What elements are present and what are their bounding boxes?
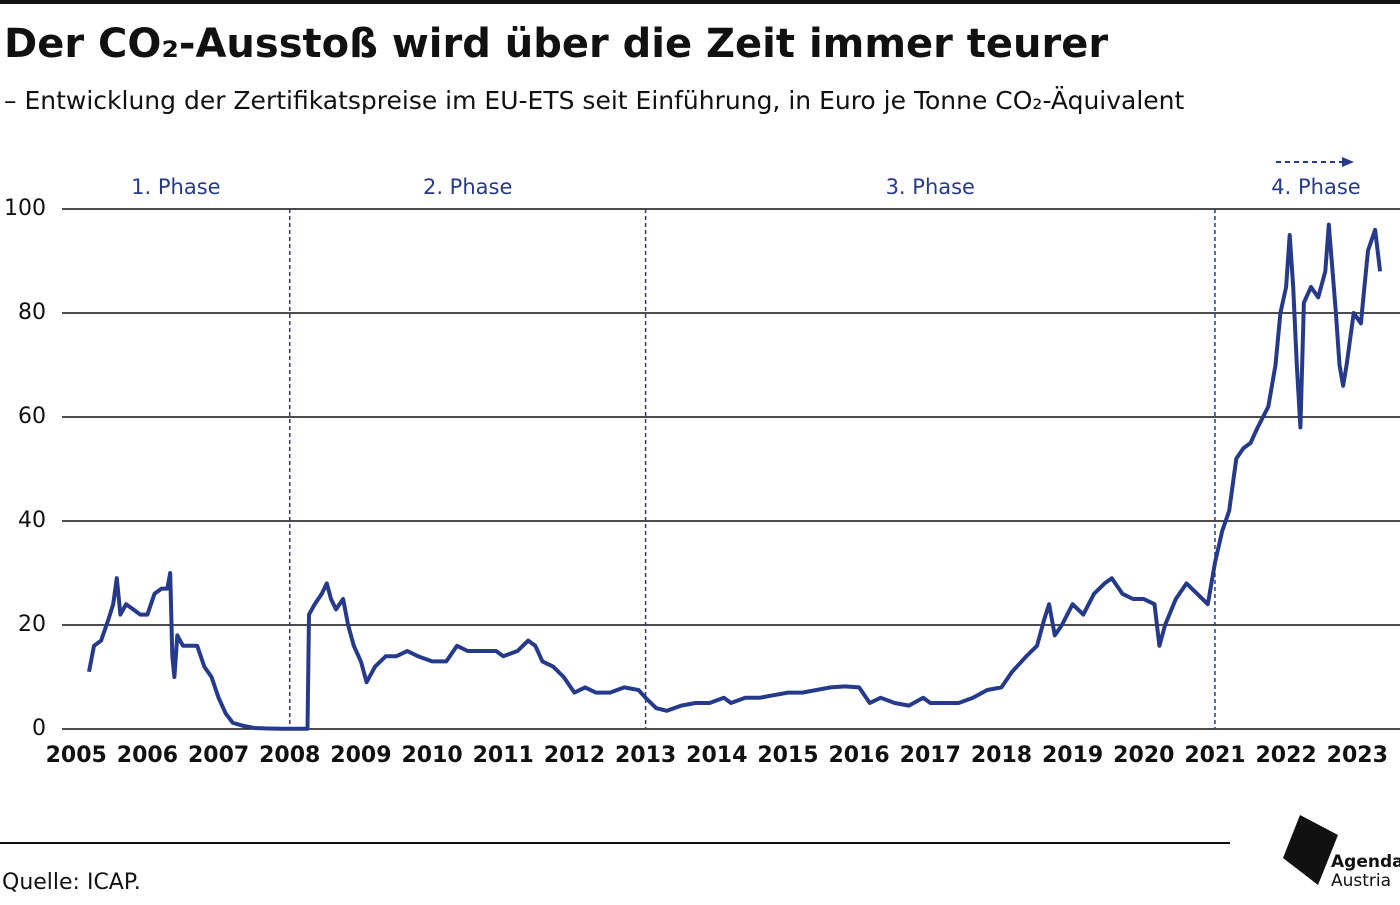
x-tick-label: 2019 bbox=[1042, 743, 1103, 768]
phase-label: 3. Phase bbox=[886, 175, 975, 199]
x-tick-label: 2021 bbox=[1184, 743, 1245, 768]
logo-text: Agenda bbox=[1331, 852, 1400, 872]
logo-text: Austria bbox=[1331, 871, 1391, 891]
chart-title: Der CO₂-Ausstoß wird über die Zeit immer… bbox=[4, 21, 1108, 67]
phase-label: 1. Phase bbox=[131, 175, 220, 199]
x-tick-label: 2007 bbox=[188, 743, 249, 768]
top-rule bbox=[0, 0, 1400, 4]
y-tick-label: 0 bbox=[32, 716, 46, 741]
source: Quelle: ICAP. bbox=[2, 870, 141, 895]
x-tick-label: 2010 bbox=[401, 743, 462, 768]
y-tick-label: 100 bbox=[4, 196, 46, 221]
x-tick-label: 2014 bbox=[686, 743, 747, 768]
x-tick-label: 2023 bbox=[1327, 743, 1388, 768]
y-tick-label: 60 bbox=[18, 404, 46, 429]
y-tick-label: 80 bbox=[18, 300, 46, 325]
x-tick-label: 2009 bbox=[330, 743, 391, 768]
phase-label: 4. Phase bbox=[1271, 175, 1360, 199]
x-tick-label: 2008 bbox=[259, 743, 320, 768]
x-tick-label: 2006 bbox=[117, 743, 178, 768]
x-tick-label: 2005 bbox=[46, 743, 107, 768]
chart-subtitle: – Entwicklung der Zertifikatspreise im E… bbox=[4, 86, 1185, 115]
y-tick-label: 40 bbox=[18, 508, 46, 533]
x-tick-label: 2013 bbox=[615, 743, 676, 768]
x-tick-label: 2012 bbox=[544, 743, 605, 768]
x-tick-label: 2016 bbox=[828, 743, 889, 768]
price-line bbox=[87, 222, 1383, 731]
x-tick-label: 2018 bbox=[971, 743, 1032, 768]
x-tick-label: 2011 bbox=[473, 743, 534, 768]
x-tick-label: 2015 bbox=[757, 743, 818, 768]
x-tick-label: 2022 bbox=[1256, 743, 1317, 768]
y-tick-label: 20 bbox=[18, 612, 46, 637]
phase-label: 2. Phase bbox=[423, 175, 512, 199]
x-tick-label: 2020 bbox=[1113, 743, 1174, 768]
x-tick-label: 2017 bbox=[900, 743, 961, 768]
logo-icon bbox=[1283, 815, 1338, 885]
phase-arrow-head bbox=[1342, 157, 1354, 167]
